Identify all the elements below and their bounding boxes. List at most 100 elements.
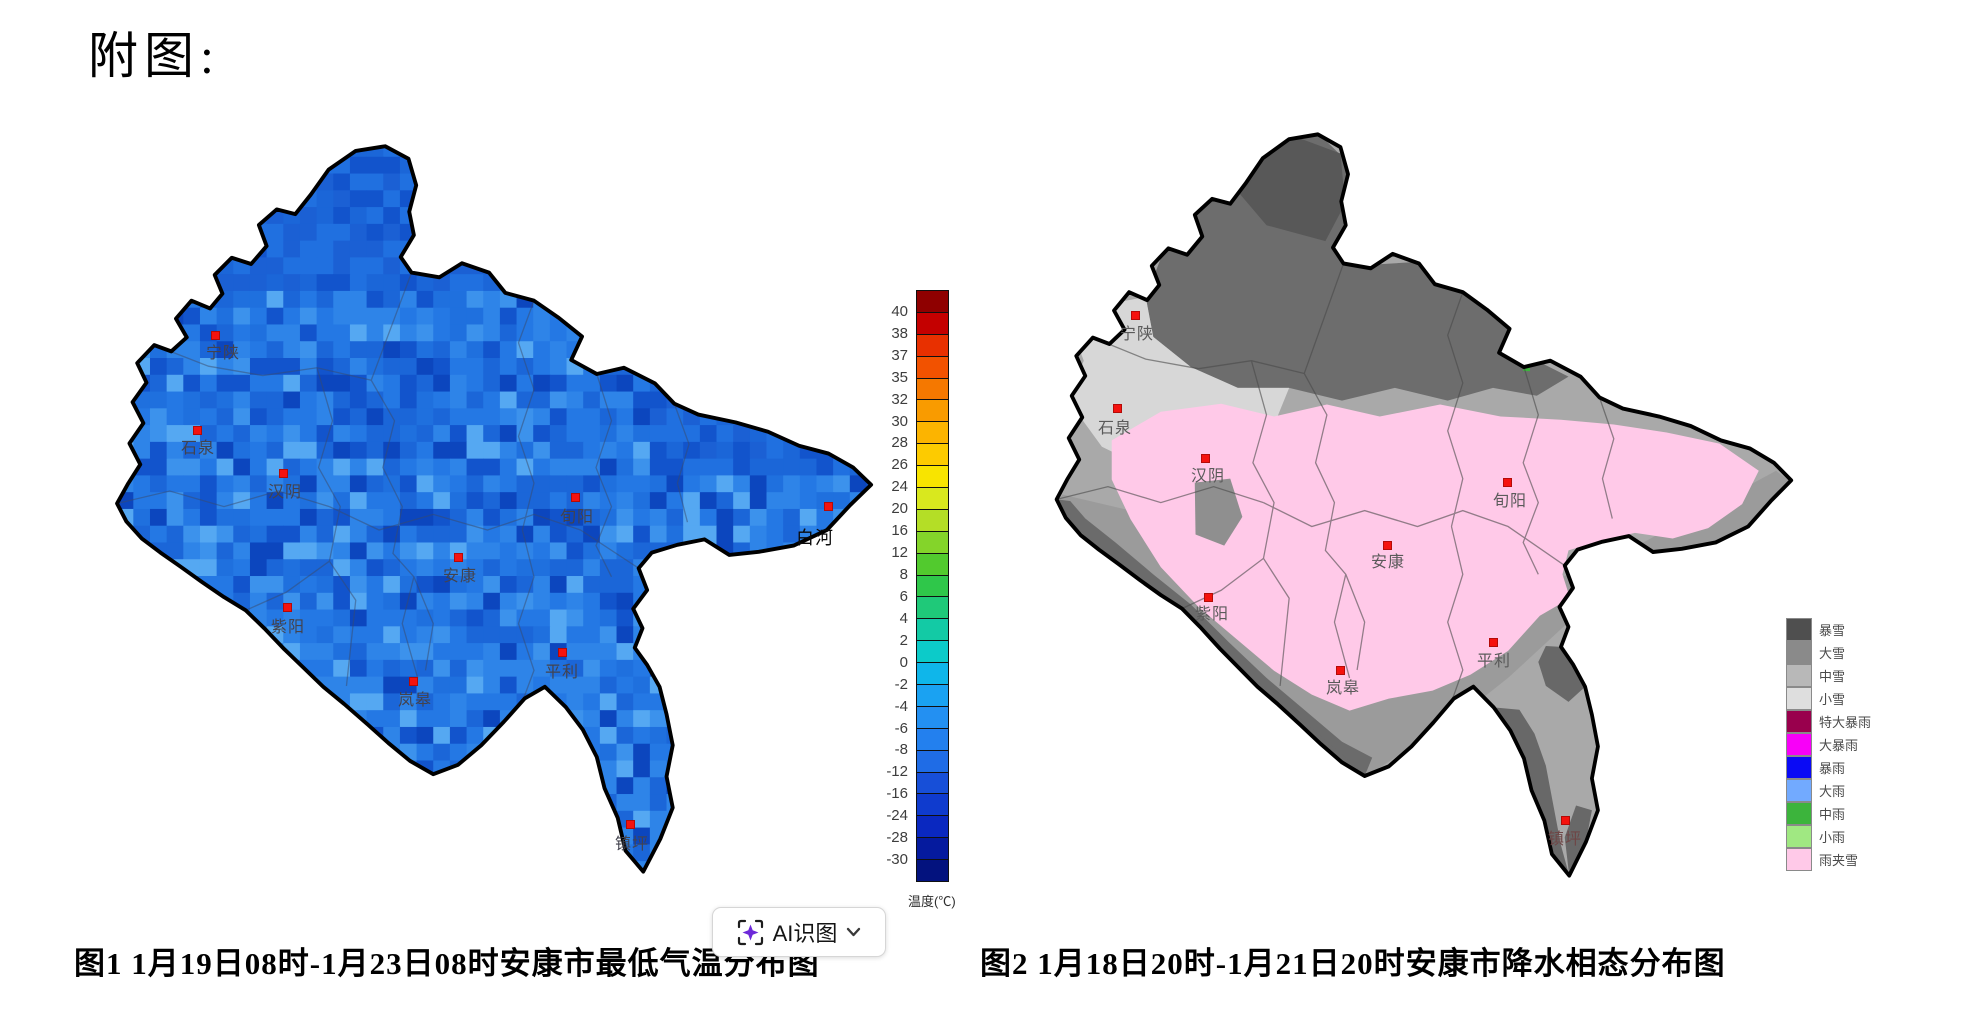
colorbar-segment (916, 663, 949, 686)
precipitation-legend: 暴雪大雪中雪小雪特大暴雨大暴雨暴雨大雨中雨小雨雨夹雪 (1786, 617, 1872, 871)
colorbar-unit-label: 温度(℃) (908, 894, 956, 909)
legend-label: 中雪 (1819, 669, 1846, 684)
colorbar-tick: 0 (899, 653, 908, 671)
colorbar-segment (916, 312, 949, 335)
city-label: 宁陕 (1119, 326, 1155, 343)
colorbar-tick: 16 (891, 522, 908, 540)
temperature-colorbar (916, 290, 949, 883)
legend-swatch (1786, 663, 1812, 687)
city-label: 石泉 (1097, 420, 1133, 437)
city-label: 岚皋 (397, 692, 433, 709)
colorbar-tick: 30 (891, 412, 908, 430)
legend-row: 大雨 (1786, 778, 1871, 802)
city-dot (1561, 816, 1570, 825)
colorbar-segment (916, 619, 949, 642)
city-dot (1113, 404, 1122, 413)
figure2-map (1054, 132, 1794, 878)
colorbar-tick: 8 (899, 566, 908, 584)
legend-swatch (1786, 755, 1812, 779)
legend-swatch (1786, 778, 1812, 802)
city-label: 紫阳 (270, 619, 306, 636)
legend-label: 小雪 (1819, 692, 1846, 707)
colorbar-tick: 2 (899, 631, 908, 649)
ai-recognize-image-button[interactable]: AI识图 (712, 907, 886, 957)
colorbar-tick: 20 (891, 500, 908, 518)
city-dot (211, 331, 220, 340)
city-dot (558, 648, 567, 657)
legend-swatch (1786, 617, 1812, 641)
legend-label: 大雪 (1819, 646, 1846, 661)
colorbar-segment (916, 860, 949, 883)
legend-label: 中雨 (1819, 807, 1846, 822)
figure2-caption: 图2 1月18日20时-1月21日20时安康市降水相态分布图 (980, 946, 1726, 981)
city-label: 岚皋 (1325, 680, 1361, 697)
colorbar-segment (916, 444, 949, 467)
legend-swatch (1786, 824, 1812, 848)
colorbar-segment (916, 422, 949, 445)
city-dot (279, 469, 288, 478)
colorbar-segment (916, 575, 949, 598)
legend-row: 大雪 (1786, 640, 1871, 664)
colorbar-tick: 26 (891, 456, 908, 474)
colorbar-tick: 38 (891, 324, 908, 342)
city-dot (193, 426, 202, 435)
colorbar-tick: 24 (891, 478, 908, 496)
legend-row: 小雨 (1786, 824, 1871, 848)
colorbar-tick: -24 (886, 807, 908, 825)
city-label: 石泉 (180, 440, 216, 457)
colorbar-segment (916, 466, 949, 489)
colorbar-segment (916, 509, 949, 532)
city-label: 汉阴 (267, 484, 303, 501)
colorbar-segment (916, 597, 949, 620)
legend-row: 中雨 (1786, 801, 1871, 825)
legend-row: 暴雨 (1786, 755, 1871, 779)
city-label: 镇坪 (614, 836, 650, 853)
colorbar-segment (916, 641, 949, 664)
city-label: 旬阳 (559, 509, 595, 526)
legend-row: 小雪 (1786, 686, 1871, 710)
figure1-map (115, 144, 874, 874)
city-dot (1204, 593, 1213, 602)
colorbar-segment (916, 706, 949, 729)
chevron-down-icon[interactable] (846, 927, 861, 937)
legend-label: 大暴雨 (1819, 738, 1859, 753)
colorbar-segment (916, 378, 949, 401)
colorbar-segment (916, 838, 949, 861)
colorbar-tick: 12 (891, 544, 908, 562)
colorbar-tick: -28 (886, 829, 908, 847)
legend-label: 小雨 (1819, 830, 1846, 845)
colorbar-segment (916, 553, 949, 576)
city-label: 汉阴 (1190, 468, 1226, 485)
legend-row: 特大暴雨 (1786, 709, 1872, 733)
ai-button-label: AI识图 (772, 921, 838, 946)
colorbar-tick: 6 (899, 587, 908, 605)
colorbar-tick: 40 (891, 302, 908, 320)
city-label: 安康 (442, 568, 478, 585)
ai-scan-sparkle-icon (737, 919, 764, 946)
legend-label: 特大暴雨 (1819, 715, 1872, 730)
colorbar-segment (916, 334, 949, 357)
legend-label: 雨夹雪 (1819, 853, 1859, 868)
city-dot (1336, 666, 1345, 675)
legend-swatch (1786, 686, 1812, 710)
city-label: 宁陕 (205, 345, 241, 362)
legend-label: 大雨 (1819, 784, 1846, 799)
legend-swatch (1786, 709, 1812, 733)
legend-label: 暴雪 (1819, 623, 1846, 638)
legend-swatch (1786, 847, 1812, 871)
legend-swatch (1786, 801, 1812, 825)
colorbar-tick: 4 (899, 609, 908, 627)
city-dot (1383, 541, 1392, 550)
figure1-caption: 图1 1月19日08时-1月23日08时安康市最低气温分布图 (74, 946, 820, 981)
colorbar-segment (916, 531, 949, 554)
city-dot (1131, 311, 1140, 320)
city-label: 安康 (1370, 554, 1406, 571)
colorbar-segment (916, 794, 949, 817)
city-dot (1489, 638, 1498, 647)
colorbar-tick: -30 (886, 851, 908, 869)
colorbar-tick: 28 (891, 434, 908, 452)
page-title: 附图: (88, 28, 220, 84)
city-dot (283, 603, 292, 612)
